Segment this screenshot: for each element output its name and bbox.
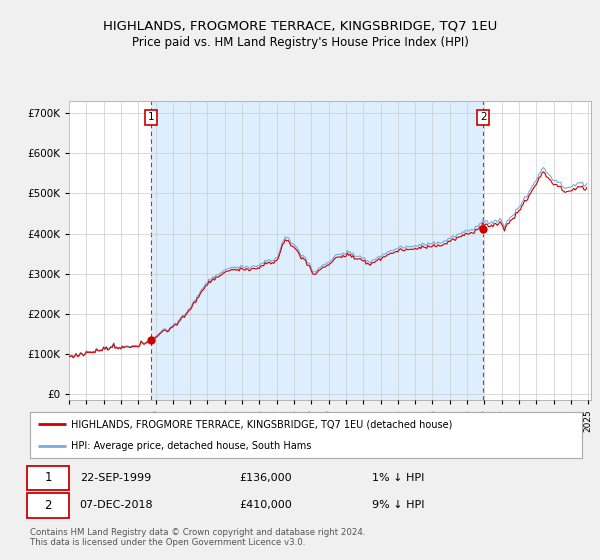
Text: 1% ↓ HPI: 1% ↓ HPI bbox=[372, 473, 425, 483]
Text: Contains HM Land Registry data © Crown copyright and database right 2024.
This d: Contains HM Land Registry data © Crown c… bbox=[30, 528, 365, 547]
Text: 1: 1 bbox=[148, 112, 154, 122]
Text: Price paid vs. HM Land Registry's House Price Index (HPI): Price paid vs. HM Land Registry's House … bbox=[131, 36, 469, 49]
Bar bbox=[151, 101, 483, 400]
Text: £136,000: £136,000 bbox=[240, 473, 292, 483]
Text: 9% ↓ HPI: 9% ↓ HPI bbox=[372, 501, 425, 511]
Text: 07-DEC-2018: 07-DEC-2018 bbox=[80, 501, 154, 511]
Text: 2: 2 bbox=[480, 112, 487, 122]
Text: 1: 1 bbox=[44, 471, 52, 484]
Text: HIGHLANDS, FROGMORE TERRACE, KINGSBRIDGE, TQ7 1EU (detached house): HIGHLANDS, FROGMORE TERRACE, KINGSBRIDGE… bbox=[71, 419, 453, 429]
Text: 22-SEP-1999: 22-SEP-1999 bbox=[80, 473, 151, 483]
FancyBboxPatch shape bbox=[27, 493, 68, 517]
Text: £410,000: £410,000 bbox=[240, 501, 293, 511]
Text: 2: 2 bbox=[44, 499, 52, 512]
Text: HIGHLANDS, FROGMORE TERRACE, KINGSBRIDGE, TQ7 1EU: HIGHLANDS, FROGMORE TERRACE, KINGSBRIDGE… bbox=[103, 20, 497, 32]
Text: HPI: Average price, detached house, South Hams: HPI: Average price, detached house, Sout… bbox=[71, 441, 312, 451]
FancyBboxPatch shape bbox=[27, 465, 68, 490]
